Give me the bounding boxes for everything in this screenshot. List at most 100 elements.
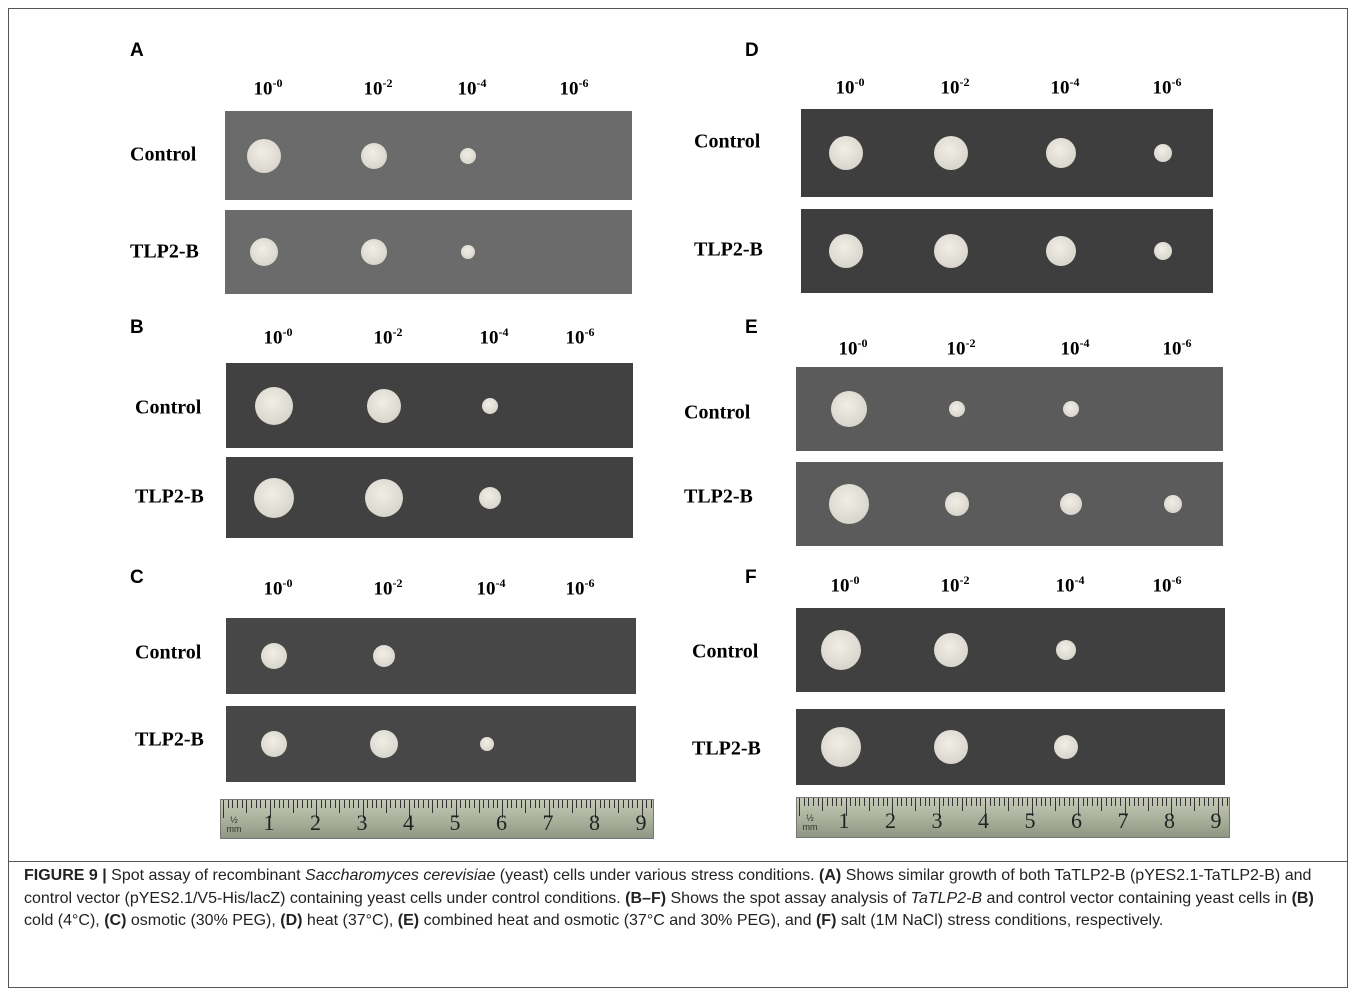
dilution-exponent: -0 xyxy=(283,576,293,590)
ruler-tick xyxy=(887,798,888,806)
ruler-tick xyxy=(1190,798,1191,806)
ruler-number: 6 xyxy=(1071,808,1082,834)
row-label: Control xyxy=(692,641,758,664)
dilution-label: 10-0 xyxy=(264,325,293,349)
dilution-exponent: -0 xyxy=(855,75,865,89)
dilution-label: 10-2 xyxy=(947,336,976,360)
panel-letter: C xyxy=(130,567,144,589)
dilution-label: 10-4 xyxy=(458,76,487,100)
ruler-tick xyxy=(994,798,995,806)
ruler-tick xyxy=(321,800,322,808)
ruler-tick xyxy=(799,798,800,816)
dilution-base: 10 xyxy=(264,327,283,348)
ruler-tick xyxy=(915,798,916,811)
yeast-spot xyxy=(821,630,861,670)
ruler-tick xyxy=(567,800,568,808)
ruler-tick xyxy=(1092,798,1093,806)
ruler-tick xyxy=(1073,798,1074,806)
dilution-exponent: -0 xyxy=(273,76,283,90)
ruler-tick xyxy=(358,800,359,808)
ruler-tick xyxy=(381,800,382,808)
ruler-tick xyxy=(446,800,447,808)
dilution-exponent: -2 xyxy=(960,75,970,89)
yeast-spot xyxy=(934,136,968,170)
ruler-tick xyxy=(442,800,443,808)
yeast-spot xyxy=(482,398,498,414)
panel-letter: A xyxy=(130,40,144,62)
dilution-base: 10 xyxy=(839,338,858,359)
ruler-tick xyxy=(1176,798,1177,806)
ruler-number: 2 xyxy=(310,810,321,836)
yeast-spot xyxy=(367,389,401,423)
yeast-spot xyxy=(1046,236,1076,266)
ruler-tick xyxy=(911,798,912,806)
ruler-tick xyxy=(1045,798,1046,806)
row-label: TLP2-B xyxy=(130,241,199,264)
ruler-tick xyxy=(1227,798,1228,806)
ruler-tick xyxy=(386,800,387,813)
yeast-spot xyxy=(480,737,494,751)
row-label: Control xyxy=(694,131,760,154)
ruler-tick xyxy=(962,798,963,811)
ruler-tick xyxy=(1013,798,1014,806)
ruler-tick xyxy=(841,798,842,806)
caption-run: osmotic (30% PEG), xyxy=(126,912,280,929)
caption-run: salt (1M NaCl) stress conditions, respec… xyxy=(836,912,1163,929)
caption-run: and control vector containing yeast cell… xyxy=(982,890,1292,907)
panel-letter: D xyxy=(745,40,759,62)
dilution-label: 10-6 xyxy=(560,76,589,100)
ruler-tick xyxy=(223,800,224,818)
ruler-tick xyxy=(990,798,991,806)
ruler-tick xyxy=(576,800,577,808)
dilution-base: 10 xyxy=(1153,575,1172,596)
ruler-tick xyxy=(850,798,851,806)
ruler-tick xyxy=(836,798,837,806)
ruler-tick xyxy=(1148,798,1149,811)
dilution-exponent: -2 xyxy=(393,576,403,590)
ruler-tick xyxy=(883,798,884,806)
yeast-spot xyxy=(254,478,294,518)
ruler-tick xyxy=(822,798,823,811)
ruler-tick xyxy=(818,798,819,806)
yeast-spot xyxy=(1046,138,1076,168)
row-label: TLP2-B xyxy=(135,486,204,509)
dilution-exponent: -4 xyxy=(1080,336,1090,350)
ruler-tick xyxy=(428,800,429,808)
ruler-tick xyxy=(1138,798,1139,806)
ruler-tick xyxy=(335,800,336,808)
dilution-exponent: -4 xyxy=(1075,573,1085,587)
ruler-tick xyxy=(604,800,605,808)
ruler-tick xyxy=(572,800,573,813)
ruler-tick xyxy=(483,800,484,808)
dilution-label: 10-2 xyxy=(941,573,970,597)
agar-plate xyxy=(226,618,636,694)
dilution-label: 10-0 xyxy=(264,576,293,600)
ruler-tick xyxy=(971,798,972,806)
yeast-spot xyxy=(829,136,863,170)
ruler-tick xyxy=(813,798,814,806)
ruler-tick xyxy=(869,798,870,811)
yeast-spot xyxy=(949,401,965,417)
yeast-spot xyxy=(1060,493,1082,515)
dilution-exponent: -6 xyxy=(585,325,595,339)
caption-run: FIGURE 9 | xyxy=(24,867,107,884)
yeast-spot xyxy=(1054,735,1078,759)
ruler-tick xyxy=(614,800,615,808)
row-label: TLP2-B xyxy=(692,738,761,761)
yeast-spot xyxy=(461,245,475,259)
row-label: TLP2-B xyxy=(135,729,204,752)
dilution-base: 10 xyxy=(480,327,499,348)
yeast-spot xyxy=(261,643,287,669)
row-label: TLP2-B xyxy=(694,239,763,262)
ruler-tick xyxy=(623,800,624,808)
ruler-tick xyxy=(1208,798,1209,806)
ruler-tick xyxy=(637,800,638,808)
ruler-tick xyxy=(1008,798,1009,811)
ruler-tick xyxy=(618,800,619,813)
panel-letter: F xyxy=(745,567,757,589)
ruler-tick xyxy=(372,800,373,808)
ruler-tick xyxy=(929,798,930,806)
ruler-tick xyxy=(307,800,308,808)
dilution-exponent: -0 xyxy=(850,573,860,587)
ruler-tick xyxy=(1101,798,1102,811)
